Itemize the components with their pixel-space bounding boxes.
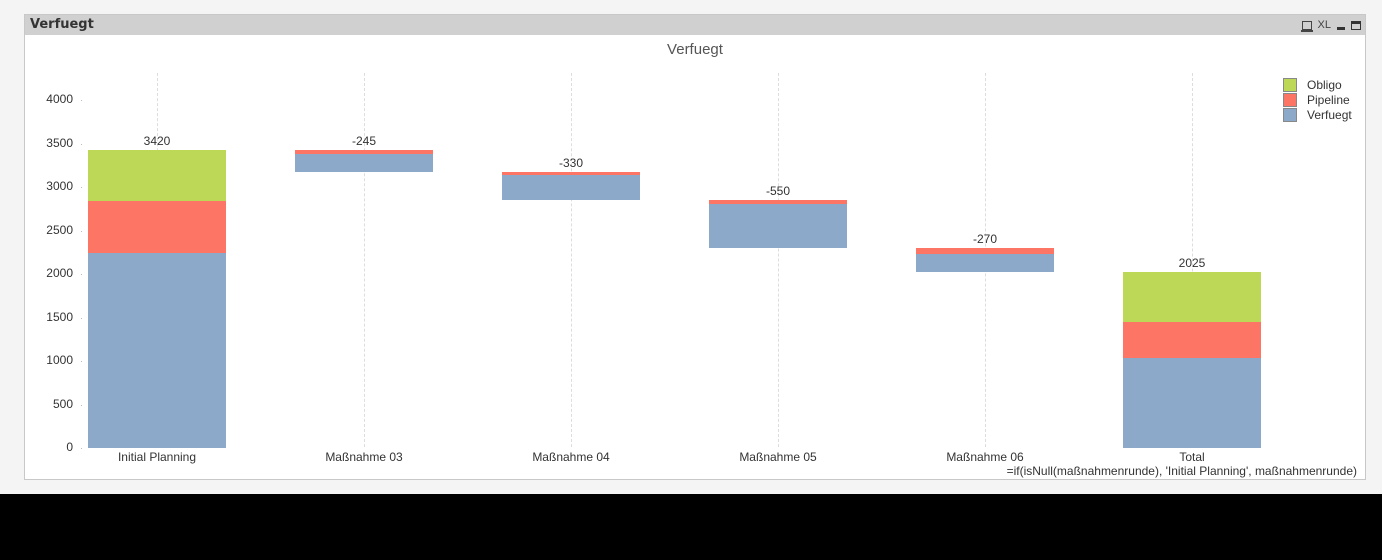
y-tick-label: 0 <box>66 440 73 454</box>
y-tick-label: 1500 <box>46 309 73 324</box>
data-label: -330 <box>558 155 584 170</box>
gridline <box>571 73 572 447</box>
caption-title: Verfuegt <box>30 17 94 32</box>
y-tick-mark <box>81 317 82 319</box>
data-label: 2025 <box>1178 255 1206 270</box>
y-tick-label: 2000 <box>46 266 73 280</box>
y-tick-mark <box>81 230 82 232</box>
bar-segment-obligo[interactable] <box>88 150 226 201</box>
x-axis-label: Maßnahme 05 <box>739 450 817 464</box>
legend-label: Obligo <box>1307 77 1342 92</box>
print-icon[interactable] <box>1300 20 1313 32</box>
y-tick-label: 3000 <box>46 179 73 193</box>
data-label: 3420 <box>143 134 171 149</box>
legend-label: Verfuegt <box>1307 107 1352 122</box>
chart-title: Verfuegt <box>667 41 723 58</box>
bar-segment-pipeline[interactable] <box>1123 321 1261 358</box>
caption-bar[interactable]: Verfuegt XL <box>25 15 1365 35</box>
legend-label: Pipeline <box>1307 92 1350 107</box>
legend-swatch <box>1283 92 1297 107</box>
bar-segment-verfuegt[interactable] <box>502 174 640 201</box>
legend: Obligo Pipeline Verfuegt <box>1283 77 1352 122</box>
excel-export-icon[interactable]: XL <box>1317 19 1331 31</box>
y-tick-label: 4000 <box>46 92 73 106</box>
legend-item-obligo[interactable]: Obligo <box>1283 77 1352 92</box>
data-label: -550 <box>765 184 791 199</box>
y-tick-mark <box>81 404 82 406</box>
bar-segment-pipeline[interactable] <box>502 171 640 175</box>
legend-swatch <box>1283 77 1297 92</box>
bar-segment-verfuegt[interactable] <box>88 253 226 448</box>
bar-segment-verfuegt[interactable] <box>916 254 1054 272</box>
caption-icons: XL <box>1300 17 1361 33</box>
x-axis-label: Maßnahme 06 <box>946 450 1024 464</box>
x-axis-label: Maßnahme 03 <box>325 450 403 464</box>
gridline <box>1192 73 1193 447</box>
x-axis-expression: =if(isNull(maßnahmenrunde), 'Initial Pla… <box>1006 464 1357 478</box>
bar-segment-pipeline[interactable] <box>709 200 847 205</box>
y-tick-label: 500 <box>52 396 73 411</box>
y-tick-mark <box>81 100 82 101</box>
bar-segment-pipeline[interactable] <box>916 248 1054 255</box>
x-axis-label: Total <box>1179 450 1205 464</box>
maximize-icon[interactable] <box>1351 20 1361 30</box>
y-tick-mark <box>81 143 82 145</box>
plot-area: 0 500 1000 1500 2000 2500 3000 3500 4000 3420 Init… <box>25 15 1365 479</box>
legend-item-verfuegt[interactable]: Verfuegt <box>1283 107 1352 122</box>
minimize-icon[interactable] <box>1337 27 1345 30</box>
y-tick-mark <box>81 274 82 275</box>
y-tick-mark <box>81 448 82 449</box>
bar-segment-verfuegt[interactable] <box>295 154 433 172</box>
data-label: -245 <box>351 134 377 149</box>
y-tick-label: 3500 <box>46 135 73 150</box>
x-axis-label: Maßnahme 04 <box>532 450 610 464</box>
x-axis-label: Initial Planning <box>117 450 197 464</box>
bar-segment-pipeline[interactable] <box>295 150 433 155</box>
bar-segment-obligo[interactable] <box>1123 271 1261 322</box>
bar-segment-pipeline[interactable] <box>88 200 226 254</box>
y-tick-mark <box>81 361 82 362</box>
y-tick-mark <box>81 187 82 188</box>
bar-segment-verfuegt[interactable] <box>1123 357 1261 448</box>
gridline <box>778 73 779 447</box>
page-background: Verfuegt XL Verfuegt 0 500 1000 1500 2000 250… <box>0 0 1382 494</box>
gridline <box>364 73 365 447</box>
legend-swatch <box>1283 107 1297 122</box>
data-label: -270 <box>972 232 998 247</box>
legend-item-pipeline[interactable]: Pipeline <box>1283 92 1352 107</box>
y-tick-label: 2500 <box>46 222 73 237</box>
y-tick-label: 1000 <box>46 353 73 367</box>
chart-object[interactable]: Verfuegt XL Verfuegt 0 500 1000 1500 2000 250… <box>24 14 1366 480</box>
bar-segment-verfuegt[interactable] <box>709 204 847 249</box>
